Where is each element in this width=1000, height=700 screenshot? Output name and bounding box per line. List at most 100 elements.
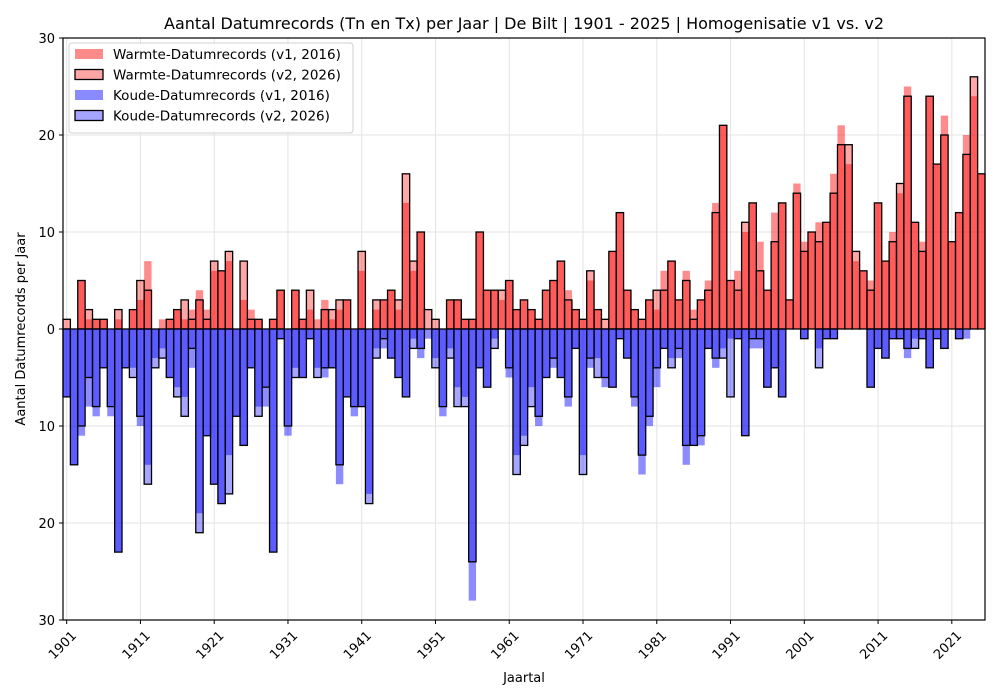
warm-bar-v2-2000 bbox=[792, 192, 802, 330]
warm-bar-v1-1971 bbox=[579, 319, 587, 329]
cold-bar-v2-1968 bbox=[556, 328, 566, 379]
cold-bar-v2-1966 bbox=[541, 328, 551, 379]
warm-bar-v1-1914 bbox=[158, 319, 167, 329]
warm-bar-v2-1937 bbox=[327, 308, 337, 330]
warm-bar-v1-2024 bbox=[970, 96, 978, 329]
cold-bar-v2-1961 bbox=[504, 328, 514, 369]
cold-bar-v2-2019 bbox=[932, 328, 942, 340]
warm-bar-v2-1993 bbox=[740, 221, 750, 330]
cold-bar-v1-1965 bbox=[535, 329, 543, 426]
warm-bar-v2-1941 bbox=[357, 250, 367, 330]
warm-bar-v2-1969 bbox=[563, 299, 573, 330]
warm-bar-v2-1944 bbox=[379, 299, 389, 330]
cold-bar-v1-1913 bbox=[151, 329, 159, 359]
warm-bar-v1-2018 bbox=[925, 96, 934, 329]
cold-bar-v1-1968 bbox=[557, 329, 565, 378]
cold-bar-v2-1910 bbox=[128, 328, 138, 379]
cold-bar-v2-2013 bbox=[888, 328, 898, 340]
cold-bar-v2-1945 bbox=[386, 328, 396, 359]
cold-bar-v2-1937 bbox=[327, 328, 337, 369]
warm-bar-v1-2003 bbox=[815, 222, 823, 329]
warm-bar-v2-1910 bbox=[128, 308, 138, 330]
cold-bar-v2-1923 bbox=[224, 328, 234, 495]
cold-bar-v2-1958 bbox=[482, 328, 492, 388]
cold-bar-v1-2011 bbox=[874, 329, 882, 349]
cold-bar-v2-1932 bbox=[291, 328, 300, 379]
cold-bar-v2-1976 bbox=[615, 328, 625, 340]
y-tick-label: 30 bbox=[38, 32, 55, 47]
warm-bar-v2-2024 bbox=[969, 76, 979, 330]
cold-bar-v1-2012 bbox=[881, 329, 890, 359]
warm-bar-v2-1908 bbox=[113, 308, 123, 330]
cold-bar-v2-1903 bbox=[77, 328, 86, 427]
warm-bar-v2-1982 bbox=[659, 289, 669, 330]
cold-bar-v1-2010 bbox=[866, 329, 875, 388]
warm-bar-v1-2011 bbox=[874, 202, 882, 329]
cold-bar-v2-1948 bbox=[409, 328, 418, 350]
cold-bar-v1-1979 bbox=[638, 329, 646, 475]
cold-bar-v2-1925 bbox=[239, 328, 249, 447]
cold-bar-v1-1948 bbox=[409, 329, 418, 339]
warm-bar-v2-1925 bbox=[239, 260, 249, 330]
cold-bar-v1-1966 bbox=[542, 329, 550, 378]
warm-bar-v2-1977 bbox=[622, 289, 632, 330]
warm-bar-v1-1983 bbox=[667, 261, 676, 329]
warm-bar-v1-1916 bbox=[173, 309, 182, 329]
cold-bar-v1-1941 bbox=[358, 329, 366, 407]
warm-bar-v2-1906 bbox=[99, 318, 108, 330]
cold-bar-v2-1962 bbox=[512, 328, 521, 476]
warm-bar-v2-2003 bbox=[814, 241, 824, 330]
warm-bar-v1-1958 bbox=[483, 290, 491, 329]
cold-bar-v1-1923 bbox=[225, 329, 233, 456]
warm-bar-v2-2019 bbox=[932, 163, 942, 330]
warm-bar-v1-1956 bbox=[468, 319, 477, 329]
cold-bar-v1-1922 bbox=[217, 329, 226, 504]
x-tick-label: 2011 bbox=[857, 629, 891, 663]
cold-bar-v2-1986 bbox=[689, 328, 698, 447]
warm-bar-v2-1912 bbox=[143, 289, 153, 330]
warm-bar-v2-1978 bbox=[630, 308, 639, 330]
cold-bar-v1-2003 bbox=[815, 329, 823, 349]
warm-bar-v2-2015 bbox=[903, 95, 912, 330]
warm-bar-v2-1950 bbox=[423, 308, 433, 330]
legend-swatch-4 bbox=[74, 109, 104, 122]
warm-bar-v1-1915 bbox=[166, 319, 174, 329]
cold-bar-v2-1924 bbox=[231, 328, 241, 417]
cold-bar-v2-1921 bbox=[209, 328, 219, 485]
cold-bar-v1-1974 bbox=[601, 329, 609, 388]
cold-bar-v2-1920 bbox=[202, 328, 212, 437]
warm-bar-v2-2001 bbox=[799, 250, 809, 330]
warm-bar-v1-2015 bbox=[903, 86, 912, 329]
bars-group bbox=[62, 76, 986, 601]
cold-bar-v1-1908 bbox=[114, 329, 123, 553]
legend-box bbox=[68, 42, 354, 134]
cold-bar-v2-1941 bbox=[357, 328, 367, 408]
warm-bar-v1-1946 bbox=[394, 309, 403, 329]
warm-bar-v2-2009 bbox=[858, 270, 868, 330]
warm-bar-v2-2013 bbox=[888, 241, 898, 330]
cold-bar-v1-1993 bbox=[741, 329, 749, 436]
cold-bar-v1-2022 bbox=[955, 329, 963, 339]
warm-bar-v1-1954 bbox=[453, 299, 462, 329]
cold-bar-v2-2011 bbox=[873, 328, 883, 350]
cold-bar-v2-1935 bbox=[313, 328, 322, 379]
cold-bar-v2-1915 bbox=[165, 328, 175, 379]
warm-bar-v1-2022 bbox=[955, 212, 963, 329]
warm-bar-v2-1996 bbox=[763, 289, 772, 330]
cold-bar-v1-1959 bbox=[490, 329, 499, 339]
warm-bar-v2-2018 bbox=[925, 95, 935, 330]
warm-bar-v2-2017 bbox=[917, 250, 927, 330]
warm-bar-v1-1996 bbox=[763, 290, 772, 329]
warm-bar-v2-1962 bbox=[512, 308, 521, 330]
cold-bar-v2-1902 bbox=[69, 328, 79, 466]
warm-bar-v2-2020 bbox=[940, 134, 949, 330]
cold-bar-v1-1975 bbox=[608, 329, 617, 388]
warm-bar-v2-1958 bbox=[482, 289, 492, 330]
warm-bar-v1-1936 bbox=[321, 299, 329, 329]
legend-label-1: Warmte-Datumrecords (v1, 2016) bbox=[113, 47, 341, 63]
legend-swatch-3 bbox=[75, 90, 103, 100]
cold-bar-v1-1976 bbox=[616, 329, 624, 339]
cold-bar-v2-1942 bbox=[364, 328, 374, 505]
warm-bar-v2-1920 bbox=[202, 318, 212, 330]
cold-bar-v2-1972 bbox=[586, 328, 595, 359]
